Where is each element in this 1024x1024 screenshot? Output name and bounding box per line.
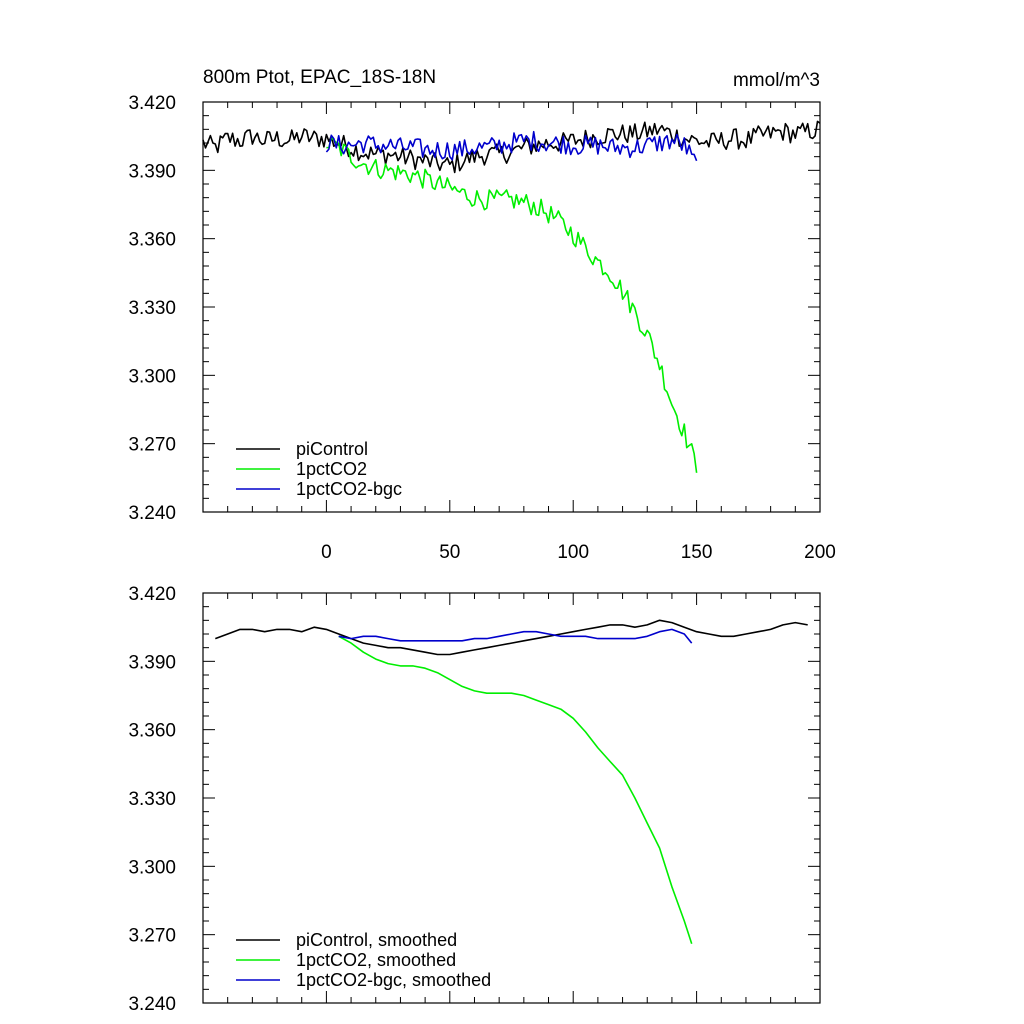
legend-label: piControl, smoothed [296, 930, 457, 950]
series-line-3 [338, 628, 693, 644]
series-line-2 [326, 136, 698, 473]
series-line-3 [325, 130, 698, 162]
x-tick-label: 0 [321, 542, 332, 563]
y-tick-label: 3.390 [128, 652, 176, 673]
chart-title: 800m Ptot, EPAC_18S-18N [203, 67, 436, 88]
legend-label: 1pctCO2-bgc [296, 479, 402, 499]
y-tick-label: 3.270 [128, 926, 176, 947]
y-tick-label: 3.360 [128, 230, 176, 251]
y-tick-label: 3.330 [128, 298, 176, 319]
series-line-2 [338, 635, 693, 945]
bottom-axis-ticks [203, 593, 820, 1003]
y-tick-label: 3.330 [128, 789, 176, 810]
y-tick-label: 3.270 [128, 435, 176, 456]
bottom-panel: 3.240 3.270 3.300 3.330 3.360 3.390 3.420 piCo… [128, 584, 821, 1015]
legend-label: 1pctCO2 [296, 459, 367, 479]
y-tick-label: 3.420 [128, 584, 176, 605]
bottom-y-tick-labels: 3.240 3.270 3.300 3.330 3.360 3.390 3.420 [128, 584, 176, 1015]
series-line-1 [215, 619, 808, 656]
x-tick-label: 50 [439, 542, 460, 563]
y-tick-label: 3.390 [128, 161, 176, 182]
units-label: mmol/m^3 [733, 70, 820, 91]
top-x-tick-labels: 0 50 100 150 200 [321, 542, 836, 563]
top-axis-ticks [203, 102, 820, 512]
x-tick-label: 200 [804, 542, 836, 563]
y-tick-label: 3.420 [128, 93, 176, 114]
x-tick-label: 150 [681, 542, 713, 563]
y-tick-label: 3.240 [128, 994, 176, 1015]
bottom-series-lines [215, 619, 808, 945]
x-tick-label: 100 [557, 542, 589, 563]
y-tick-label: 3.240 [128, 503, 176, 524]
y-tick-label: 3.300 [128, 366, 176, 387]
y-tick-label: 3.360 [128, 721, 176, 742]
top-y-tick-labels: 3.240 3.270 3.300 3.330 3.360 3.390 3.420 [128, 93, 176, 524]
legend-label: 1pctCO2-bgc, smoothed [296, 970, 491, 990]
y-tick-label: 3.300 [128, 857, 176, 878]
top-panel: 800m Ptot, EPAC_18S-18N mmol/m^3 3.2403.… [128, 67, 835, 563]
legend-label: piControl [296, 439, 368, 459]
legend-label: 1pctCO2, smoothed [296, 950, 456, 970]
top-series-lines [202, 120, 821, 473]
